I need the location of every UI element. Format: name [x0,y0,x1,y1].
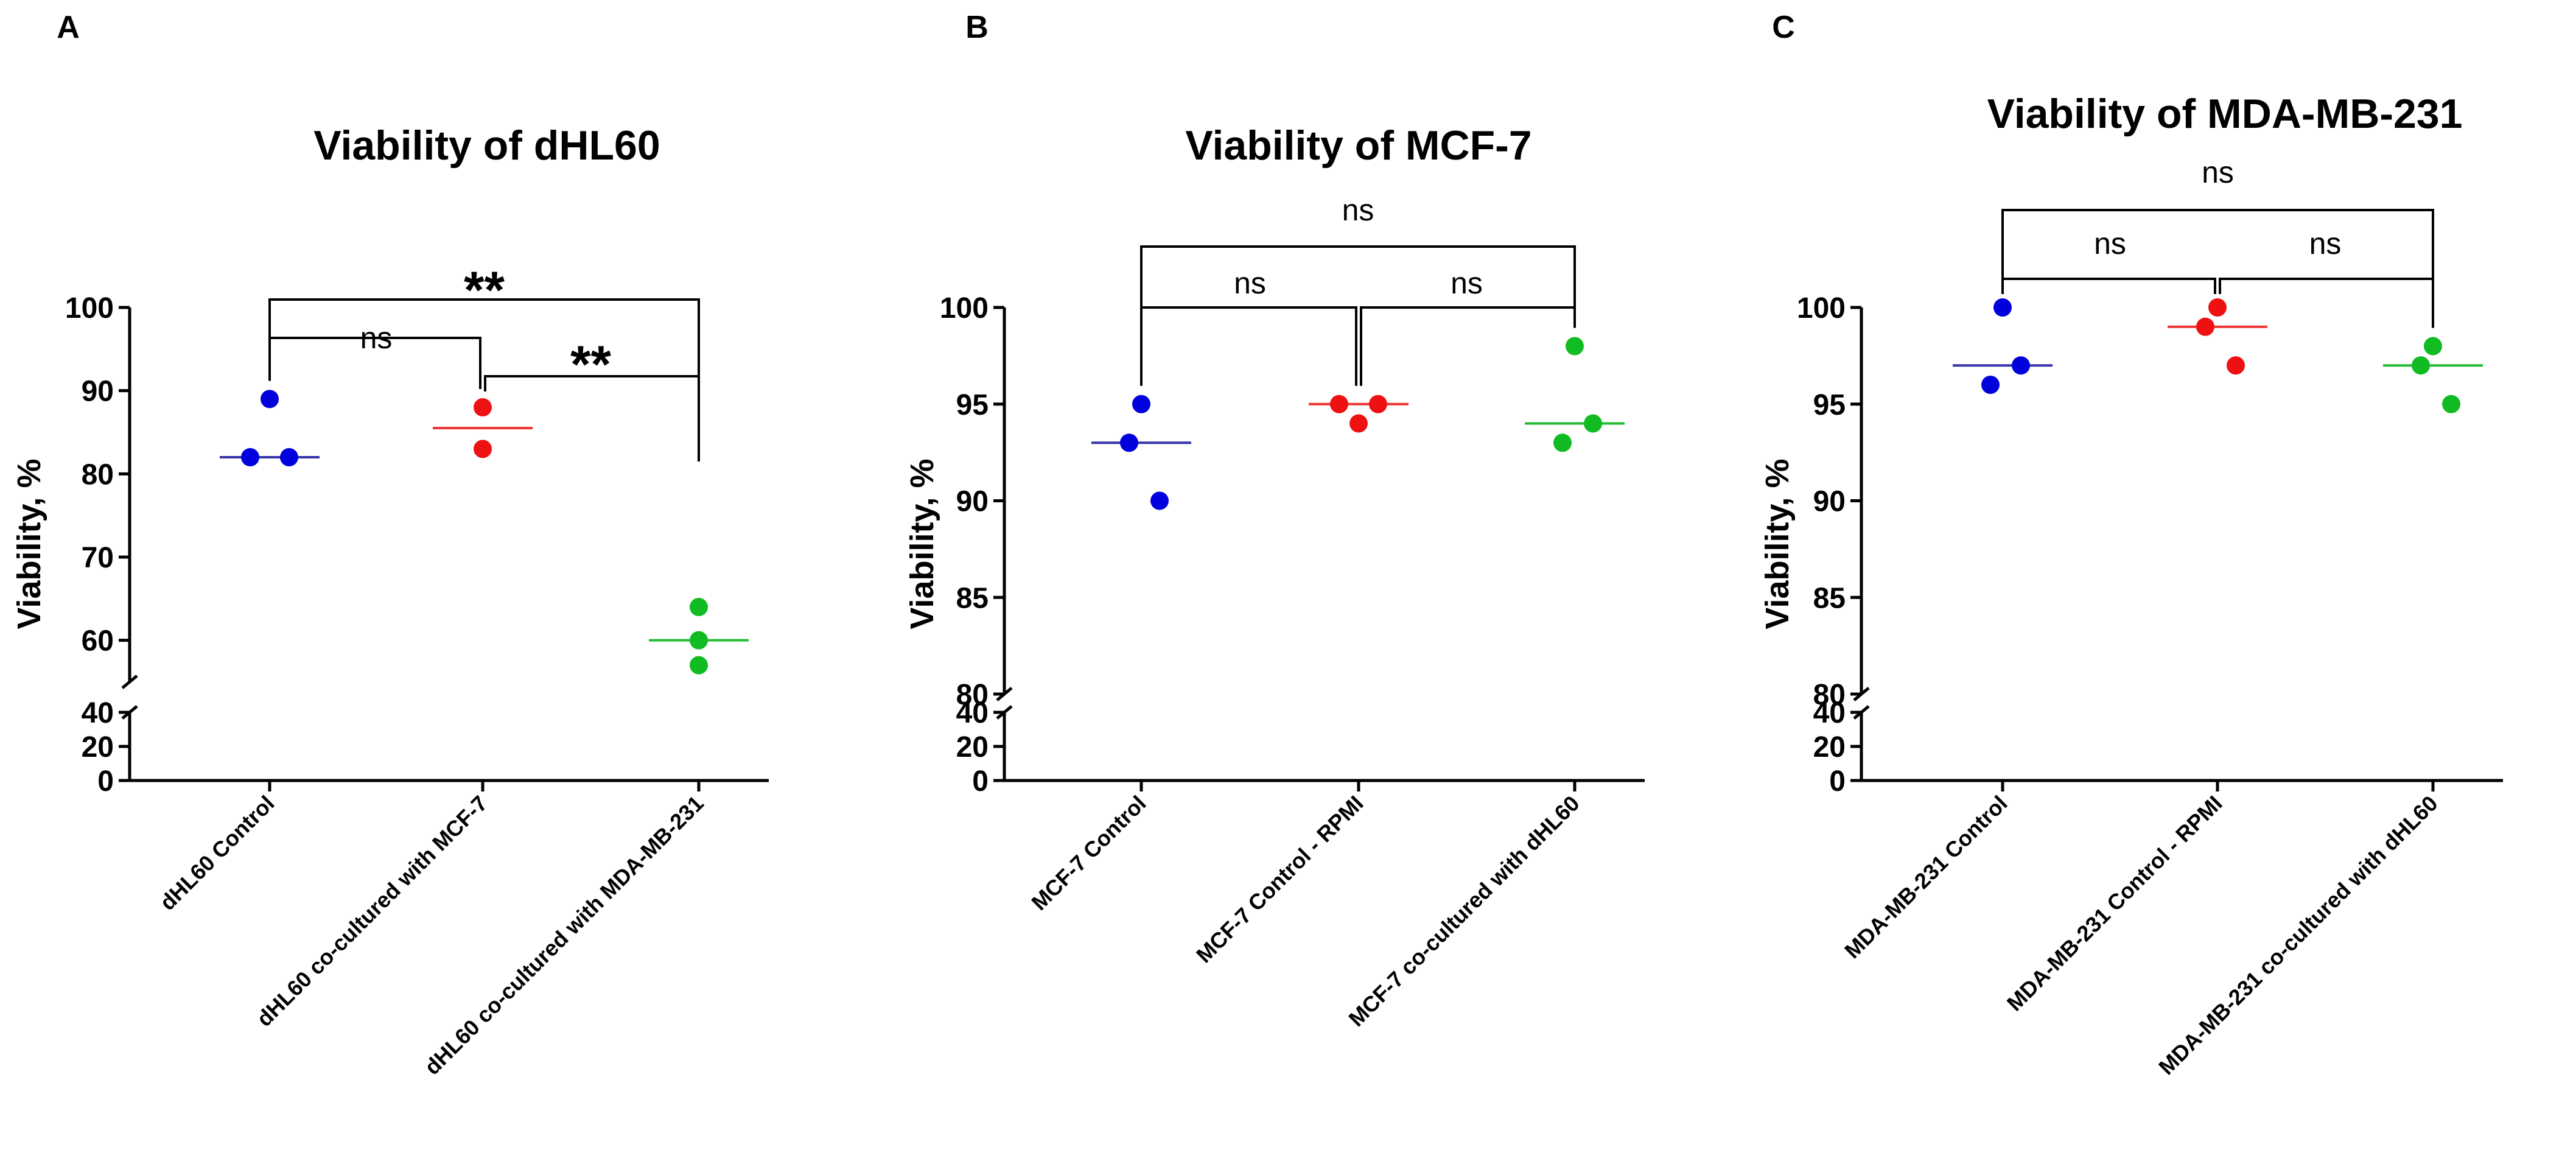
data-point [241,448,259,466]
data-point [2227,356,2245,375]
data-point [1120,433,1138,452]
panel-letter: A [57,10,80,45]
data-point [2412,356,2430,375]
data-point [1349,414,1368,433]
x-tick-label: MCF-7 Control - RPMI [1191,791,1368,968]
data-point [261,390,279,409]
panel-c: C Viability of MDA-MB-231 Viability, % 80 85… [1759,10,2503,1079]
y-tick-label: 80 [956,679,989,711]
y-tick-label: 100 [65,292,114,325]
y-tick-label: 90 [82,376,114,408]
significance-label: ns [1342,193,1374,227]
axis-break-mark [121,675,138,689]
chart-title: Viability of MCF-7 [1185,122,1531,169]
data-point [1993,298,2012,317]
y-tick-label: 40 [956,697,989,729]
significance-bracket [1140,306,1357,386]
chart-title: Viability of dHL60 [313,122,660,169]
data-point [1132,395,1150,413]
y-tick-label: 95 [1813,389,1846,421]
data-point [280,448,298,466]
data-point [1369,395,1387,413]
y-tick-label: 40 [82,697,114,729]
significance-bracket [2219,278,2434,328]
data-point [2424,337,2442,356]
significance-label: ** [464,261,505,320]
significance-label: ns [2309,226,2342,261]
data-point [1584,414,1602,433]
significance-label: ns [1234,266,1266,300]
data-point [1566,337,1584,356]
panel-a: A Viability of dHL60 Viability, % 60 70 80 90 1… [11,10,769,1079]
chart-title: Viability of MDA-MB-231 [1987,91,2463,137]
y-axis-label: Viability, % [904,458,940,629]
data-point [1330,395,1348,413]
significance-label: ns [1451,266,1483,300]
y-tick-label: 80 [82,458,114,491]
x-tick-label: MDA-MB-231 Control - RPMI [2002,791,2227,1016]
significance-label: ns [360,321,393,355]
data-point [2012,356,2030,375]
y-tick-label: 0 [1829,765,1846,798]
panel-b: B Viability of MCF-7 Viability, % 80 85 90 95 1… [904,10,1645,1031]
significance-bracket [2001,209,2434,295]
y-tick-label: 20 [956,731,989,763]
y-tick-label: 70 [82,542,114,574]
significance-bracket [2001,278,2216,294]
data-point [474,440,492,458]
y-tick-label: 40 [1813,697,1846,729]
data-point [1553,433,1572,452]
y-tick-label: 90 [1813,486,1846,518]
data-point [1981,376,2000,394]
significance-bracket [1360,306,1576,386]
y-tick-label: 20 [82,731,114,763]
data-point [690,631,708,650]
panel-letter: C [1772,10,1795,45]
y-tick-label: 20 [1813,731,1846,763]
y-tick-label: 85 [956,582,989,614]
x-tick-label: MDA-MB-231 Control [1839,791,2012,964]
significance-label: ns [2094,226,2126,261]
y-axis-label: Viability, % [11,458,47,629]
x-tick-label: MCF-7 co-cultured with dHL60 [1343,791,1584,1031]
significance-bracket [1140,245,1576,332]
y-tick-label: 85 [1813,582,1846,614]
significance-label: ns [2202,155,2234,189]
panel-letter: B [965,10,989,45]
y-tick-label: 100 [1797,292,1846,325]
data-point [1150,491,1169,510]
data-point [690,598,708,616]
significance-label: ** [570,335,611,394]
y-tick-label: 90 [956,486,989,518]
data-point [690,656,708,675]
y-axis-label: Viability, % [1759,458,1796,629]
data-point [2208,298,2227,317]
y-tick-label: 80 [1813,679,1846,711]
significance-bracket [268,298,700,385]
y-tick-label: 95 [956,389,989,421]
significance-bracket [484,375,700,461]
data-point [474,398,492,416]
y-tick-label: 0 [972,765,989,798]
x-tick-label: MCF-7 Control [1026,791,1150,915]
y-tick-label: 0 [97,765,114,798]
y-tick-label: 100 [940,292,989,325]
data-point [2442,395,2460,413]
y-tick-label: 60 [82,625,114,658]
data-point [2196,317,2214,336]
x-tick-label: dHL60 co-cultured with MCF-7 [251,791,492,1031]
x-tick-label: dHL60 Control [155,791,279,915]
